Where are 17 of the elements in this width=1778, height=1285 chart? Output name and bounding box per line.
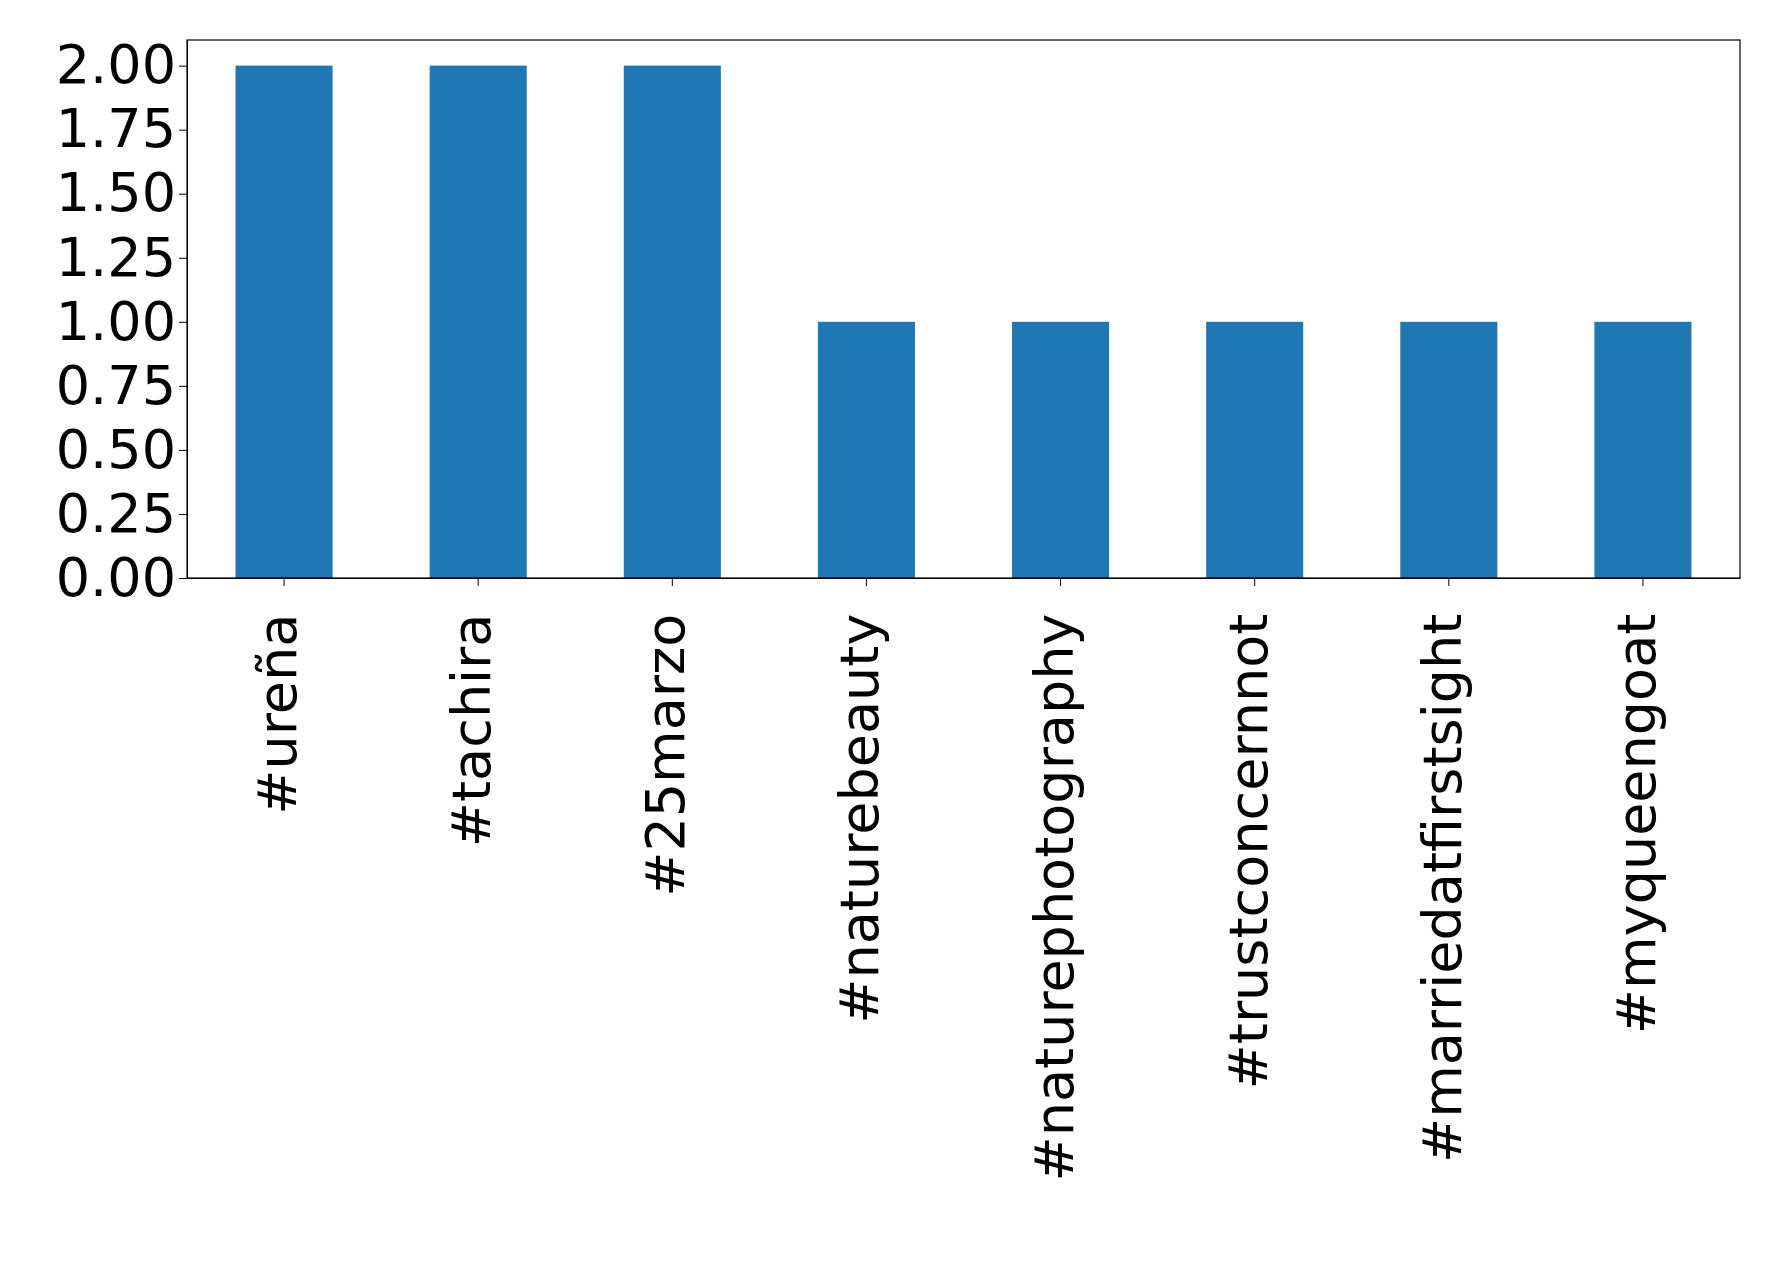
x-tick-label: #25marzo xyxy=(634,613,698,897)
y-tick-label: 0.00 xyxy=(55,545,176,609)
y-tick-label: 1.75 xyxy=(55,97,176,161)
y-tick-label: 1.50 xyxy=(55,161,176,225)
y-tick-label: 1.25 xyxy=(55,225,176,289)
y-tick-label: 2.00 xyxy=(55,33,176,97)
x-tick-label: #naturephotography xyxy=(1022,613,1086,1182)
y-tick-label: 0.50 xyxy=(55,417,176,481)
x-tick-label: #marriedatfirstsight xyxy=(1410,613,1474,1164)
y-tick-label: 0.25 xyxy=(55,481,176,545)
x-tick-label: #tachira xyxy=(440,613,504,848)
y-tick-label: 1.00 xyxy=(55,289,176,353)
x-tick-label: #myqueengoat xyxy=(1604,613,1668,1035)
x-tick-label: #naturebeauty xyxy=(828,613,892,1024)
x-tick-label: #trustconcernnot xyxy=(1216,613,1280,1090)
y-tick-label: 0.75 xyxy=(55,353,176,417)
x-tick-label: #ureña xyxy=(246,613,309,815)
